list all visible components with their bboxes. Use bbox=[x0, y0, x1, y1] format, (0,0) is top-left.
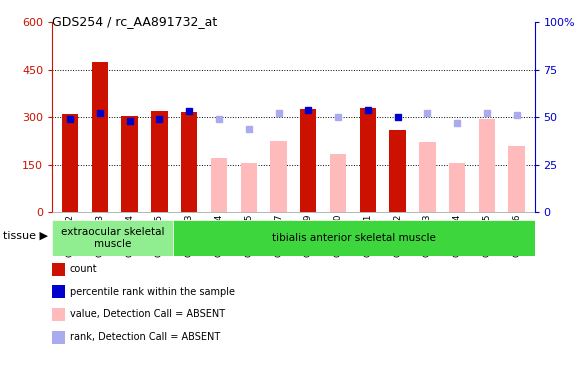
Text: value, Detection Call = ABSENT: value, Detection Call = ABSENT bbox=[70, 309, 225, 320]
Bar bbox=[181, 112, 198, 212]
Bar bbox=[241, 163, 257, 212]
Bar bbox=[173, 220, 535, 256]
Bar bbox=[508, 146, 525, 212]
Bar bbox=[270, 141, 286, 212]
Text: extraocular skeletal
muscle: extraocular skeletal muscle bbox=[61, 227, 164, 249]
Bar bbox=[360, 108, 376, 212]
Text: percentile rank within the sample: percentile rank within the sample bbox=[70, 287, 235, 297]
Text: tissue ▶: tissue ▶ bbox=[3, 231, 48, 241]
Bar bbox=[300, 109, 317, 212]
Text: GDS254 / rc_AA891732_at: GDS254 / rc_AA891732_at bbox=[52, 15, 217, 28]
Bar bbox=[151, 111, 168, 212]
Bar bbox=[330, 154, 346, 212]
Bar bbox=[211, 158, 227, 212]
Bar bbox=[449, 163, 465, 212]
Text: count: count bbox=[70, 264, 98, 274]
Text: rank, Detection Call = ABSENT: rank, Detection Call = ABSENT bbox=[70, 332, 220, 342]
Bar bbox=[52, 220, 173, 256]
Bar bbox=[92, 61, 108, 212]
Bar bbox=[389, 130, 406, 212]
Bar bbox=[479, 119, 495, 212]
Bar bbox=[62, 114, 78, 212]
Text: tibialis anterior skeletal muscle: tibialis anterior skeletal muscle bbox=[272, 233, 436, 243]
Bar bbox=[419, 142, 436, 212]
Bar bbox=[121, 116, 138, 212]
